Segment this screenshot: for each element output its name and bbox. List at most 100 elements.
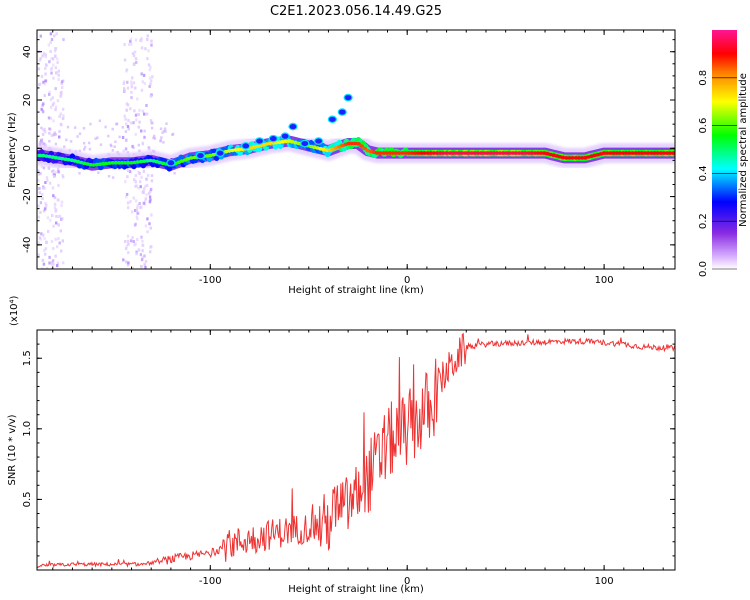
x-tick-label: -100 [199, 275, 222, 286]
noise-speckle [125, 139, 128, 143]
noise-speckle [51, 57, 55, 61]
noise-speckle [49, 218, 52, 222]
noise-speckle [139, 185, 142, 189]
noise-speckle [83, 148, 86, 151]
noise-speckle [44, 55, 47, 59]
noise-speckle [138, 180, 142, 184]
ridge-blob [268, 134, 278, 143]
noise-speckle [107, 174, 111, 178]
noise-speckle [124, 240, 127, 243]
snr-ylabel: SNR (10 * v/v) [7, 414, 18, 485]
noise-speckle [130, 83, 133, 87]
y-tick-label: 0 [22, 145, 33, 151]
noise-speckle [138, 172, 141, 175]
noise-speckle [129, 121, 133, 125]
noise-speckle [42, 128, 45, 132]
noise-speckle [43, 94, 46, 97]
noise-speckle [123, 114, 126, 118]
noise-speckle [38, 143, 41, 146]
noise-speckle [60, 80, 64, 84]
noise-speckle [94, 137, 97, 140]
noise-speckle [40, 107, 43, 111]
noise-speckle [159, 138, 162, 142]
noise-speckle [144, 266, 147, 269]
colorbar-label: Normalized spectral amplitude [738, 73, 749, 227]
noise-speckle [82, 126, 86, 130]
noise-speckle [40, 140, 44, 144]
noise-speckle [44, 130, 47, 134]
noise-speckle [50, 57, 53, 60]
noise-speckle [56, 245, 59, 249]
noise-speckle [48, 60, 51, 64]
x-tick-label: 100 [595, 275, 614, 286]
noise-speckle [138, 206, 142, 209]
noise-speckle [141, 80, 144, 84]
noise-speckle [57, 223, 60, 227]
noise-speckle [146, 38, 149, 41]
noise-speckle [44, 252, 47, 256]
noise-speckle [149, 187, 153, 191]
noise-speckle [47, 229, 50, 233]
noise-speckle [61, 239, 64, 243]
noise-speckle [162, 129, 166, 133]
noise-speckle [54, 142, 58, 146]
noise-speckle [134, 180, 137, 184]
noise-speckle [135, 252, 138, 256]
noise-speckle [54, 87, 57, 91]
noise-speckle [130, 42, 133, 46]
noise-speckle [41, 197, 44, 200]
spectrogram-axes: -100 0 100 -40 -20 0 20 40 [22, 30, 675, 286]
noise-speckle [127, 43, 131, 47]
noise-speckle [57, 77, 60, 81]
noise-speckle [60, 204, 63, 207]
noise-speckle [52, 194, 55, 198]
noise-speckle [41, 258, 44, 262]
noise-speckle [42, 186, 45, 190]
noise-speckle [40, 138, 44, 141]
noise-speckle [41, 267, 44, 269]
noise-speckle [130, 90, 133, 94]
spectrogram-xlabel: Height of straight line (km) [288, 285, 424, 296]
noise-speckle [135, 250, 138, 254]
noise-speckle [162, 141, 165, 144]
noise-speckle [129, 239, 133, 243]
noise-speckle [37, 215, 41, 219]
noise-speckle [138, 149, 141, 153]
noise-speckle [40, 142, 43, 146]
noise-speckle [127, 118, 130, 122]
noise-speckle [136, 203, 139, 207]
noise-speckle [122, 82, 126, 85]
noise-speckle [57, 237, 60, 241]
noise-speckle [134, 222, 137, 226]
noise-speckle [127, 261, 130, 265]
noise-speckle [148, 68, 151, 72]
noise-speckle [127, 206, 130, 210]
noise-speckle [146, 217, 149, 221]
noise-speckle [78, 171, 81, 175]
noise-speckle [151, 75, 154, 79]
noise-speckle [41, 54, 44, 58]
noise-speckle [141, 109, 145, 113]
noise-speckle [127, 127, 130, 131]
noise-speckle [111, 176, 115, 179]
noise-speckle [41, 193, 44, 196]
noise-speckle [142, 201, 145, 205]
noise-speckle [133, 50, 137, 54]
noise-speckle [123, 87, 126, 91]
noise-speckle [141, 249, 144, 253]
noise-speckle [150, 79, 153, 83]
noise-speckle [127, 242, 130, 246]
noise-speckle [132, 54, 136, 58]
noise-speckle [140, 258, 144, 262]
snr-marks [37, 332, 675, 569]
noise-speckle [163, 127, 167, 130]
noise-speckle [65, 138, 68, 142]
noise-speckle [150, 174, 154, 177]
noise-speckle [45, 267, 49, 269]
noise-speckle [37, 253, 40, 257]
noise-speckle [44, 72, 47, 76]
noise-speckle [42, 110, 45, 114]
noise-speckle [37, 67, 41, 71]
noise-speckle [121, 136, 125, 139]
noise-speckle [110, 144, 113, 148]
